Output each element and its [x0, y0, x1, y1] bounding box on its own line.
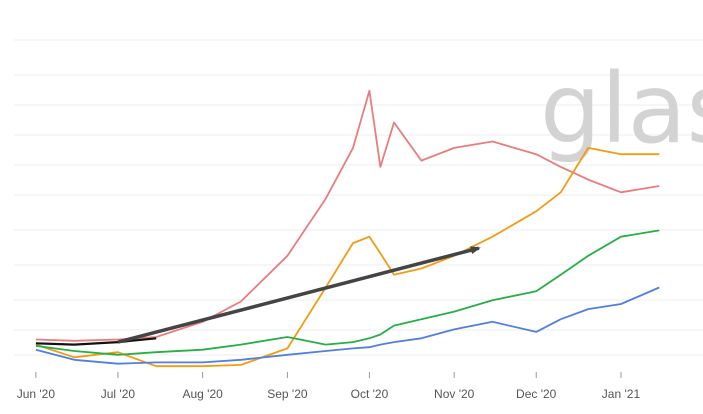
series-line-green	[35, 229, 660, 356]
series-layer	[35, 89, 660, 368]
x-tick-label: Jul '20	[101, 387, 136, 401]
x-axis-ticks: Jun '20 Jul '20 Aug '20 Sep '20 Oct '20 Nov '…	[17, 372, 641, 401]
x-tick-label: Aug '20	[182, 387, 223, 401]
series-line-orange	[35, 147, 660, 368]
x-tick-label: Jun '20	[17, 387, 56, 401]
series-line-blue	[35, 286, 660, 365]
series-line-black	[35, 337, 157, 346]
watermark-text: glas	[540, 53, 703, 165]
x-tick-label: Sep '20	[267, 387, 308, 401]
trend-arrow	[117, 246, 481, 344]
x-tick-label: Oct '20	[351, 387, 389, 401]
x-tick-label: Jan '21	[602, 387, 641, 401]
x-tick-label: Nov '20	[434, 387, 475, 401]
trend-arrow-layer	[117, 246, 481, 344]
x-tick-label: Dec '20	[516, 387, 557, 401]
series-line-red	[35, 89, 660, 342]
grid-lines	[14, 39, 703, 356]
